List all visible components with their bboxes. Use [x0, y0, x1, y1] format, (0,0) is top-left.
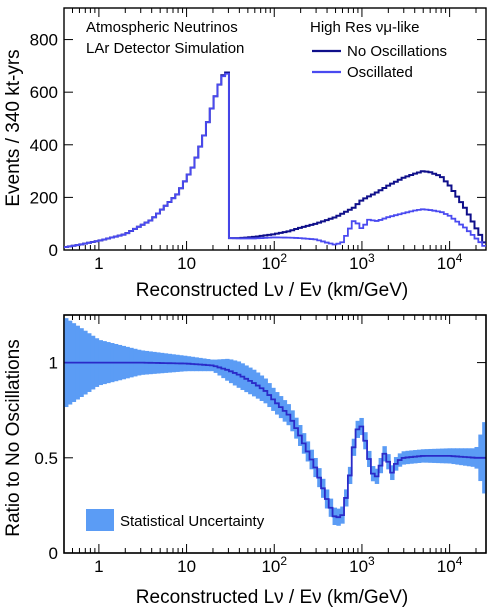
bottom-x-tick-label: 103: [349, 554, 375, 576]
top-y-tick-label: 800: [30, 31, 58, 50]
top-annotation-line2: LAr Detector Simulation: [86, 40, 244, 57]
bottom-x-tick-label: 104: [437, 554, 463, 576]
bottom-y-tick-label: 0.5: [34, 449, 58, 468]
top-ylabel: Events / 340 kt-yrs: [3, 49, 24, 206]
bottom-x-tick-label: 1: [94, 557, 103, 576]
top-y-tick-label: 0: [49, 241, 58, 260]
top-x-tick-label: 1: [94, 254, 103, 273]
bottom-panel: Ratio to No Oscillations Reconstructed L…: [3, 314, 487, 608]
series-line-ratio: [64, 361, 486, 519]
bottom-xlabel: Reconstructed Lν / Eν (km/GeV): [136, 587, 408, 608]
top-x-tick-label: 102: [261, 251, 287, 273]
top-legend-title: High Res νμ-like: [310, 19, 420, 36]
series-line-no-oscillations: [64, 71, 486, 249]
bottom-y-tick-label: 0: [49, 544, 58, 563]
top-plot-frame: [63, 7, 487, 251]
series-line-oscillated: [64, 72, 486, 248]
legend-label: Oscillated: [347, 64, 413, 81]
top-x-tick-label: 103: [349, 251, 375, 273]
legend-swatch-statistical-uncertainty: [86, 509, 114, 531]
top-y-tick-label: 600: [30, 83, 58, 102]
bottom-plot-frame-overlay: [63, 314, 487, 554]
top-x-tick-label: 10: [177, 254, 196, 273]
top-y-tick-label: 200: [30, 188, 58, 207]
top-panel: Atmospheric Neutrinos LAr Detector Simul…: [3, 7, 487, 301]
bottom-ylabel: Ratio to No Oscillations: [3, 339, 24, 536]
top-annotation-line1: Atmospheric Neutrinos: [86, 19, 238, 36]
top-xlabel: Reconstructed Lν / Eν (km/GeV): [136, 280, 408, 301]
legend-label: No Oscillations: [347, 43, 447, 60]
bottom-y-tick-label: 1: [49, 354, 58, 373]
legend-label: Statistical Uncertainty: [120, 513, 265, 530]
bottom-x-tick-label: 10: [177, 557, 196, 576]
top-y-tick-label: 400: [30, 136, 58, 155]
top-x-tick-label: 104: [437, 251, 463, 273]
bottom-x-tick-label: 102: [261, 554, 287, 576]
